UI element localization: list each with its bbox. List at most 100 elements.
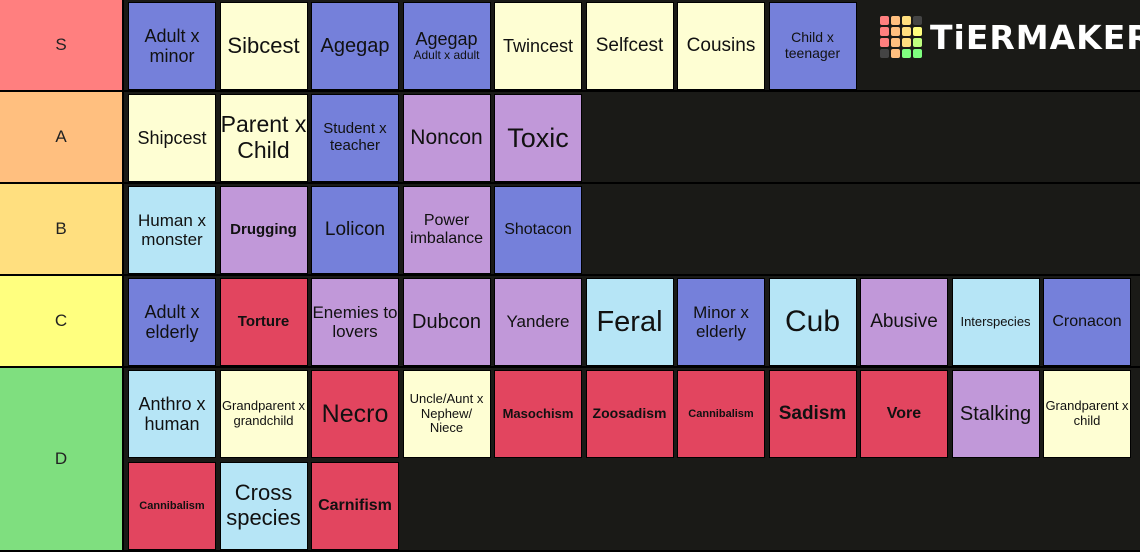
tier-item[interactable]: Adult x minor [128,2,216,90]
tier-item-label: Cousins [686,35,756,57]
tier-item[interactable]: Adult x elderly [128,278,216,366]
tier-item-label: Dubcon [412,310,481,333]
tier-item[interactable]: Drugging [219,186,308,274]
tier-item[interactable]: Torture [219,278,308,366]
tier-item[interactable]: Cronacon [1043,278,1131,366]
tier-item-label: Power imbalance [410,212,483,247]
tier-item[interactable]: Dubcon [402,278,491,366]
tier-item-label: Necro [321,400,389,428]
tier-item[interactable]: Selfcest [585,2,674,90]
tier-item[interactable]: Enemies to lovers [311,278,399,366]
tier-item-label: Lolicon [324,219,386,241]
tier-item[interactable]: Power imbalance [402,186,491,274]
tier-item[interactable]: Yandere [494,278,582,366]
tier-label-a[interactable]: A [0,92,124,182]
tier-item-label: Cross species [226,480,301,530]
tier-item-label: Torture [237,312,290,330]
tier-item-label: Feral [596,305,663,338]
tier-item[interactable]: Grandparent x child [1043,370,1131,458]
tier-item-label: Uncle/Aunt x Nephew/ Niece [409,391,484,436]
tier-item-label: Shipcest [137,127,207,148]
tier-item[interactable]: Interspecies [951,278,1040,366]
tier-row-a: A Shipcest Parent x Child Student x teacher… [0,92,1140,184]
tier-item[interactable]: Stalking [951,370,1040,458]
tier-item[interactable]: Cousins [677,2,765,90]
tier-item[interactable]: Cross species [219,462,308,550]
tier-item-label: Shotacon [504,221,572,239]
tier-item-label: Twincest [502,35,574,56]
tier-item[interactable]: Agegap Adult x adult [402,2,491,90]
tier-item[interactable]: Sadism [768,370,857,458]
tier-item[interactable]: Child x teenager [768,2,857,90]
tier-items: Adult x elderly Torture Enemies to lovers D… [126,276,1140,366]
tier-item-sublabel: Adult x adult [413,48,480,63]
tier-item-label: Student x teacher [323,120,387,154]
tier-item[interactable]: Zoosadism [585,370,674,458]
tier-item-label: Grandparent x grandchild [221,398,306,428]
tier-item[interactable]: Agegap [311,2,399,90]
tier-item-label: Sibcest [227,32,300,58]
tier-item[interactable]: Shotacon [494,186,582,274]
tier-item-label: Agegap [320,34,390,57]
tier-item[interactable]: Cannibalism [128,462,216,550]
tiermaker-logo[interactable]: TiERMAKER [880,16,1140,58]
tier-item[interactable]: Feral [585,278,674,366]
tier-item[interactable]: Minor x elderly [677,278,765,366]
tier-item-label: Minor x elderly [693,302,749,341]
tier-items: Adult x minor Sibcest Agegap Agegap Adult x … [126,0,1140,90]
tier-item[interactable]: Toxic [494,94,582,182]
tier-item-label: Interspecies [960,313,1031,329]
logo-grid-icon [880,16,922,58]
tier-item-label: Adult x elderly [144,301,200,342]
tier-item-label: Anthro x human [138,393,206,434]
tier-item[interactable]: Masochism [494,370,582,458]
tier-item[interactable]: Noncon [402,94,491,182]
tier-label-s[interactable]: S [0,0,124,90]
tier-item[interactable]: Cub [768,278,857,366]
tier-item-label: Grandparent x child [1045,398,1129,428]
tier-item-label: Cub [784,305,841,339]
tier-item-label: Enemies to lovers [312,302,398,341]
tier-row-c: C Adult x elderly Torture Enemies to lovers… [0,276,1140,368]
tier-item[interactable]: Necro [311,370,399,458]
tier-item[interactable]: Sibcest [219,2,308,90]
tier-items: Human x monster Drugging Lolicon Power imba… [126,184,1140,274]
tier-item-label: Cannibalism [139,499,205,512]
tier-item-label: Adult x minor [144,25,200,66]
tier-item[interactable]: Student x teacher [311,94,399,182]
tier-item-label: Agegap [415,29,478,50]
tier-label-c[interactable]: C [0,276,124,366]
tier-row-s: S Adult x minor Sibcest Agegap Agegap Adult x… [0,0,1140,92]
tier-item-label: Toxic [507,122,569,153]
tier-item-label: Noncon [410,126,483,150]
tier-item[interactable]: Twincest [494,2,582,90]
tier-label-d[interactable]: D [0,368,124,550]
tier-item[interactable]: Parent x Child [219,94,308,182]
tier-item[interactable]: Cannibalism [677,370,765,458]
tier-items: Shipcest Parent x Child Student x teacher N… [126,92,1140,182]
tier-item[interactable]: Abusive [860,278,948,366]
tier-item-label: Stalking [959,402,1032,425]
tier-item[interactable]: Vore [860,370,948,458]
tier-item[interactable]: Shipcest [128,94,216,182]
logo-text: TiERMAKER [930,17,1140,57]
tier-item[interactable]: Uncle/Aunt x Nephew/ Niece [402,370,491,458]
tier-item[interactable]: Grandparent x grandchild [219,370,308,458]
tier-item-label: Human x monster [137,210,207,249]
tier-item[interactable]: Lolicon [311,186,399,274]
tier-item-label: Zoosadism [592,405,667,422]
tier-item-label: Yandere [506,312,570,332]
tier-label-b[interactable]: B [0,184,124,274]
tier-item-label: Abusive [870,311,938,333]
tier-item-label: Drugging [230,220,297,238]
tier-item-label: Sadism [778,403,847,425]
tier-item-label: Masochism [502,405,574,421]
tier-row-b: B Human x monster Drugging Lolicon Power imb… [0,184,1140,276]
tier-item[interactable]: Human x monster [128,186,216,274]
tier-item-label: Cronacon [1052,313,1122,331]
tier-item-label: Parent x Child [220,111,307,163]
tier-item-label: Child x teenager [784,29,841,61]
tier-item[interactable]: Carnifism [311,462,399,550]
tier-item[interactable]: Anthro x human [128,370,216,458]
